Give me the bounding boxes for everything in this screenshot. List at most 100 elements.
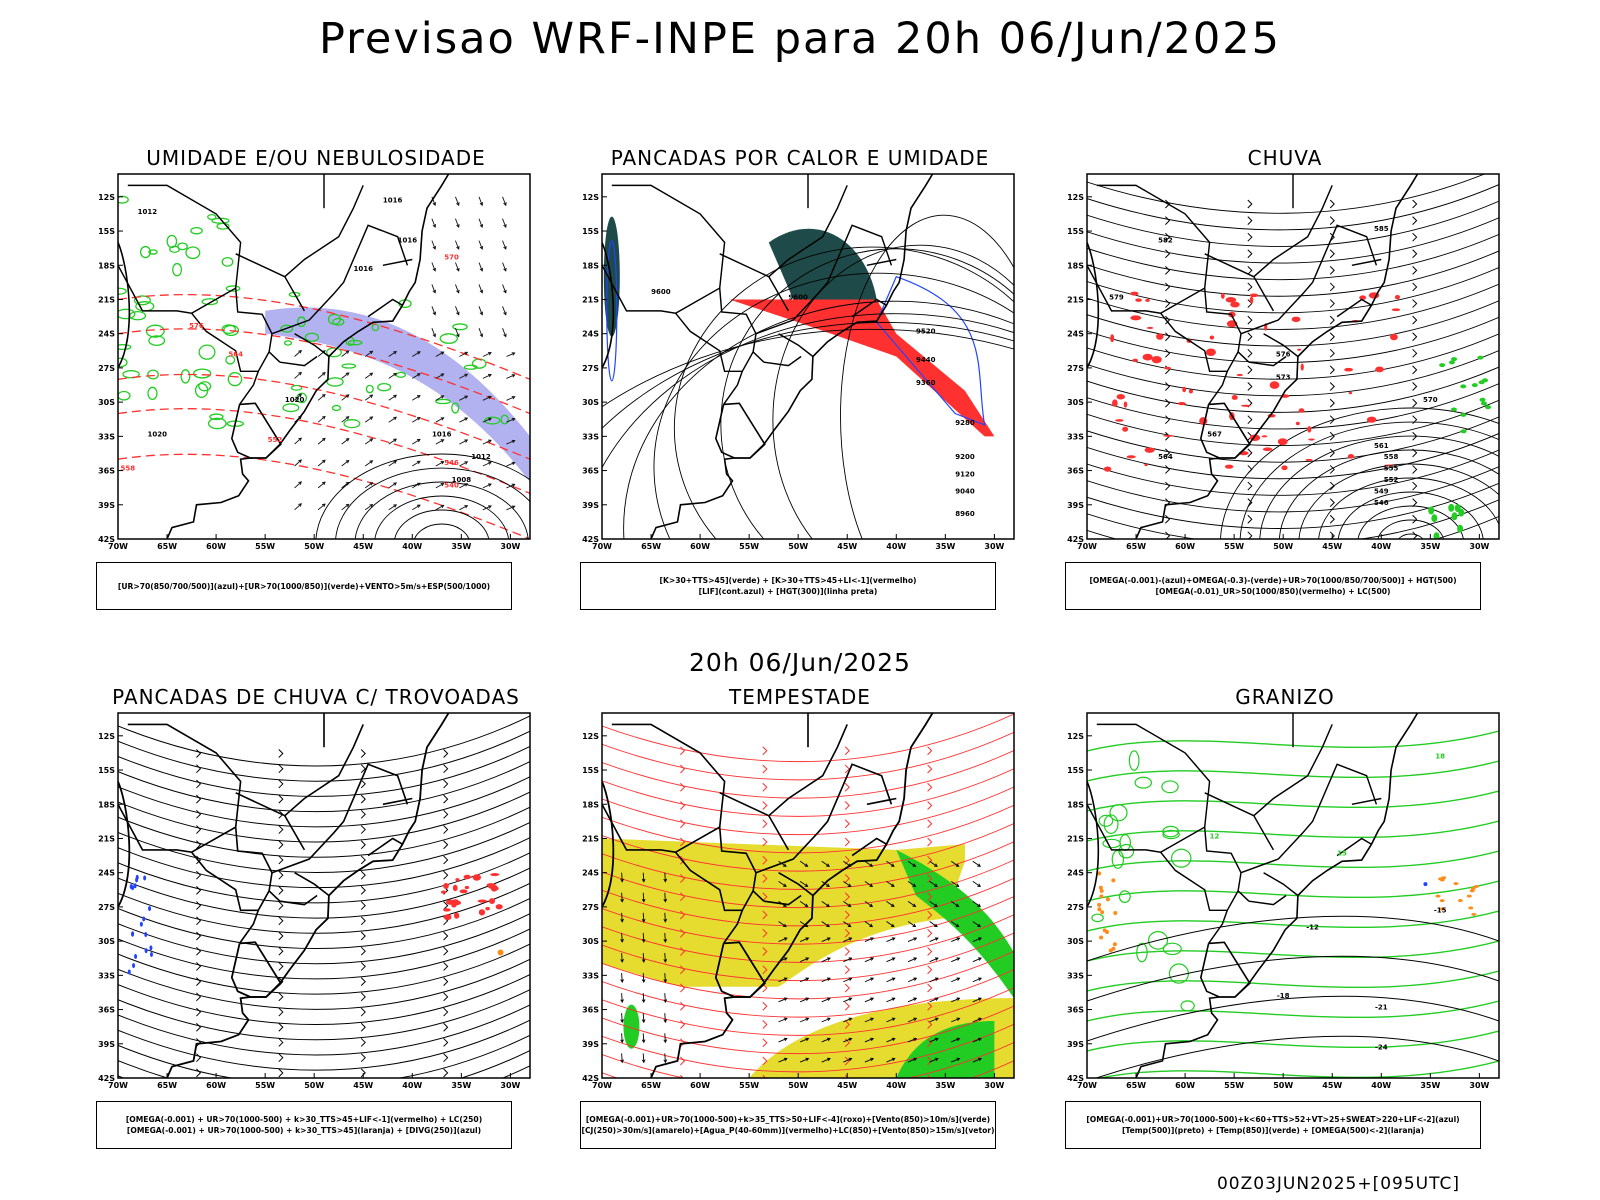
rain-area bbox=[1147, 327, 1154, 329]
border-line bbox=[280, 357, 317, 366]
lat-label: 15S bbox=[1067, 227, 1084, 236]
green-contour bbox=[333, 406, 341, 411]
flow-arrow bbox=[279, 765, 283, 773]
flow-arrow bbox=[1248, 316, 1252, 324]
thunderstorm-area bbox=[451, 903, 456, 908]
flow-arrow bbox=[1165, 333, 1169, 341]
rain-area bbox=[1143, 354, 1153, 361]
lon-label: 50W bbox=[788, 1081, 808, 1090]
rain-area bbox=[1104, 466, 1112, 471]
lat-label: 15S bbox=[98, 227, 115, 236]
flow-arrow bbox=[1413, 316, 1417, 324]
flow-arrow bbox=[1330, 399, 1334, 407]
contour-label: 552 bbox=[268, 436, 283, 444]
lon-label: 35W bbox=[451, 1081, 471, 1090]
wind-vector bbox=[295, 460, 302, 466]
flow-arrow bbox=[279, 1069, 283, 1077]
lon-label: 45W bbox=[353, 542, 373, 551]
thunderstorm-area bbox=[490, 873, 499, 876]
green-contour bbox=[148, 370, 158, 379]
rain-area bbox=[1189, 389, 1193, 393]
flow-arrow bbox=[680, 747, 684, 755]
lat-label: 33S bbox=[582, 971, 599, 980]
legend-line: [OMEGA(-0.001) + UR>70(1000-500) + k>30_… bbox=[126, 1114, 482, 1125]
rain-area bbox=[1221, 293, 1225, 299]
basemap bbox=[602, 711, 1014, 1101]
flow-arrow bbox=[1330, 366, 1334, 374]
flow-arrow bbox=[279, 856, 283, 864]
flow-arrow bbox=[1330, 333, 1334, 341]
lon-label: 55W bbox=[255, 542, 275, 551]
lon-label: 65W bbox=[641, 542, 661, 551]
panel-chuva: CHUVA 585 582 579 576 573 570 567 564 561 558 555 5… bbox=[1065, 146, 1585, 646]
green-area bbox=[1428, 506, 1434, 514]
border-line bbox=[1238, 352, 1249, 362]
omega-area bbox=[1099, 886, 1103, 890]
basemap: 10121016101610161020 10161020101210085705… bbox=[111, 172, 536, 544]
flow-arrow bbox=[845, 783, 849, 791]
temp850-contour bbox=[1119, 891, 1130, 903]
thunderstorm-area bbox=[464, 875, 471, 880]
border-line bbox=[1161, 827, 1241, 910]
flow-arrow bbox=[1248, 416, 1252, 424]
flow-arrow bbox=[279, 1054, 283, 1062]
green-contour bbox=[111, 288, 126, 294]
flow-arrow bbox=[1248, 366, 1252, 374]
green-area bbox=[1448, 504, 1454, 512]
flow-arrow bbox=[279, 871, 283, 879]
flow-arrow bbox=[196, 902, 200, 910]
border-line bbox=[1087, 724, 1210, 852]
contour-label: 546 bbox=[444, 459, 459, 467]
border-line bbox=[1352, 799, 1381, 805]
rain-area bbox=[1124, 401, 1128, 407]
contour-label: -12 bbox=[1306, 924, 1319, 932]
rain-area bbox=[1132, 359, 1138, 362]
flow-arrow bbox=[845, 984, 849, 992]
lon-label: 60W bbox=[1175, 542, 1195, 551]
rain-area bbox=[1115, 419, 1123, 422]
temp850-contour bbox=[1103, 839, 1120, 847]
thunderstorm-area bbox=[496, 904, 503, 909]
lon-label: 55W bbox=[255, 1081, 275, 1090]
page-title: Previsao WRF-INPE para 20h 06/Jun/2025 bbox=[0, 14, 1600, 64]
contour-label: 585 bbox=[1374, 225, 1389, 233]
rain-area bbox=[1281, 465, 1287, 470]
flow-arrow bbox=[444, 1084, 448, 1092]
lat-label: 15S bbox=[582, 766, 599, 775]
thunderstorm-area bbox=[454, 913, 459, 919]
green-contour bbox=[327, 378, 343, 386]
flow-arrow bbox=[279, 1023, 283, 1031]
lon-label: 45W bbox=[353, 1081, 373, 1090]
temp850-contour bbox=[1135, 777, 1151, 788]
panel-legend: [OMEGA(-0.001)+UR>70(1000-500)+k<60+TTS>… bbox=[1065, 1101, 1481, 1149]
streamline bbox=[1087, 234, 1499, 279]
lon-label: 45W bbox=[1322, 1081, 1342, 1090]
flow-arrow bbox=[361, 993, 365, 1001]
omega-area bbox=[1471, 913, 1476, 916]
contour-label: 15 bbox=[1337, 850, 1347, 858]
thunderstorm-area bbox=[443, 883, 449, 889]
map-layers: 10121016101610161020 10161020101210085705… bbox=[111, 172, 536, 544]
map-pancadas-calor: 9600960095209440936092809200912090408960… bbox=[580, 172, 1020, 562]
border-line bbox=[1264, 873, 1298, 896]
flow-arrow bbox=[1165, 349, 1169, 357]
divergence-area bbox=[134, 954, 137, 959]
rain-area bbox=[1263, 447, 1273, 451]
border-line bbox=[867, 260, 896, 266]
lat-label: 24S bbox=[582, 869, 599, 878]
lon-label: 70W bbox=[592, 542, 612, 551]
panel-tempestade: TEMPESTADE 12S 15S 18S 21S 24S 27S 30S 33S 36S 39… bbox=[580, 685, 1100, 1185]
flow-arrow bbox=[1248, 250, 1252, 258]
flow-arrow bbox=[928, 802, 932, 810]
green-contour bbox=[222, 258, 233, 267]
thunderstorm-area bbox=[460, 889, 468, 893]
green-area bbox=[1431, 514, 1437, 522]
border-line bbox=[602, 724, 725, 852]
border-line bbox=[1249, 896, 1286, 905]
flow-arrow bbox=[1413, 366, 1417, 374]
flow-arrow bbox=[196, 1084, 200, 1092]
flow-arrow bbox=[444, 993, 448, 1001]
lon-label: 30W bbox=[984, 1081, 1004, 1090]
flow-arrow bbox=[763, 765, 767, 773]
lat-label: 21S bbox=[1067, 295, 1084, 304]
